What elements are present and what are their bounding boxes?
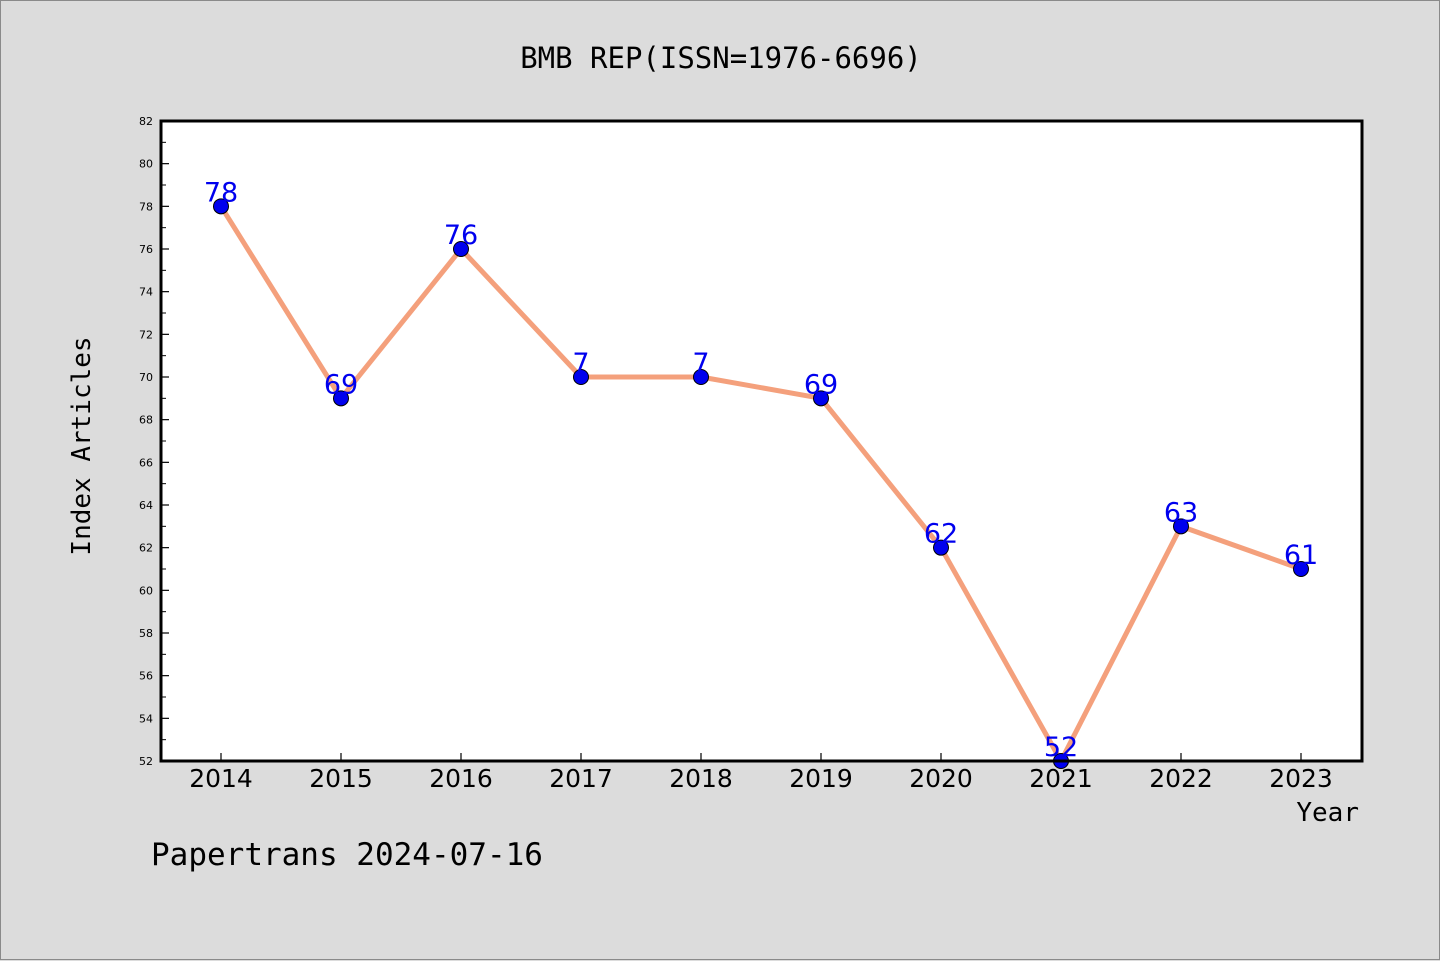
data-point — [213, 198, 229, 215]
y-tick-label: 58 — [139, 627, 153, 640]
data-point — [933, 539, 949, 556]
y-tick-label: 76 — [139, 243, 153, 256]
y-tick-label: 80 — [139, 158, 153, 171]
data-label: 7 — [692, 348, 709, 379]
x-axis-label: Year — [1296, 798, 1359, 828]
data-label: 62 — [924, 519, 958, 550]
x-tick-label: 2020 — [909, 764, 973, 793]
y-tick-label: 66 — [139, 456, 153, 469]
data-point — [453, 241, 469, 257]
chart-title: BMB REP(ISSN=1976-6696) — [520, 41, 922, 75]
y-tick-label: 64 — [139, 499, 153, 512]
y-tick-label: 54 — [139, 712, 153, 725]
data-label: 52 — [1044, 732, 1078, 763]
data-labels: 78 69 76 7 7 69 62 52 63 61 — [204, 177, 1318, 763]
y-tick-label: 68 — [139, 414, 153, 427]
y-tick-label: 74 — [139, 286, 153, 299]
y-tick-label: 60 — [139, 584, 153, 597]
plot-area — [161, 121, 1362, 761]
x-tick-label: 2016 — [429, 764, 493, 793]
data-label: 76 — [444, 220, 478, 251]
data-label: 78 — [204, 177, 238, 208]
x-tick-label: 2014 — [189, 764, 253, 793]
data-label: 7 — [572, 348, 589, 379]
x-tick-label: 2023 — [1269, 764, 1333, 793]
data-point — [333, 390, 349, 407]
data-point — [813, 390, 829, 407]
data-label: 69 — [324, 369, 358, 400]
y-tick-label: 52 — [139, 755, 153, 768]
data-label: 69 — [804, 369, 838, 400]
x-tick-label: 2022 — [1149, 764, 1213, 793]
x-tick-label: 2015 — [309, 764, 373, 793]
y-tick-label: 78 — [139, 200, 153, 213]
data-point — [1293, 561, 1309, 577]
data-label: 61 — [1284, 540, 1318, 571]
data-point — [693, 369, 709, 385]
data-label: 63 — [1164, 497, 1198, 528]
y-axis-label: Index Articles — [67, 336, 97, 555]
y-tick-label: 72 — [139, 328, 153, 341]
y-tick-label: 62 — [139, 542, 153, 555]
series-line — [218, 203, 1304, 764]
y-tick-label: 70 — [139, 371, 153, 384]
data-point — [573, 369, 589, 385]
y-axis-ticks: 52 54 56 58 60 62 64 66 68 70 72 74 76 78 80 82 — [139, 115, 169, 768]
plot-border — [159, 119, 1364, 763]
x-tick-label: 2018 — [669, 764, 733, 793]
y-tick-label: 82 — [139, 115, 153, 128]
x-axis-ticks: 2014 2015 2016 2017 2018 2019 2020 2021 2022 2023 — [189, 753, 1333, 793]
data-points — [213, 198, 1309, 769]
footer-credit: Papertrans 2024-07-16 — [151, 837, 543, 873]
x-tick-label: 2019 — [789, 764, 853, 793]
data-point — [1173, 518, 1189, 535]
y-tick-label: 56 — [139, 670, 153, 683]
x-tick-label: 2017 — [549, 764, 613, 793]
